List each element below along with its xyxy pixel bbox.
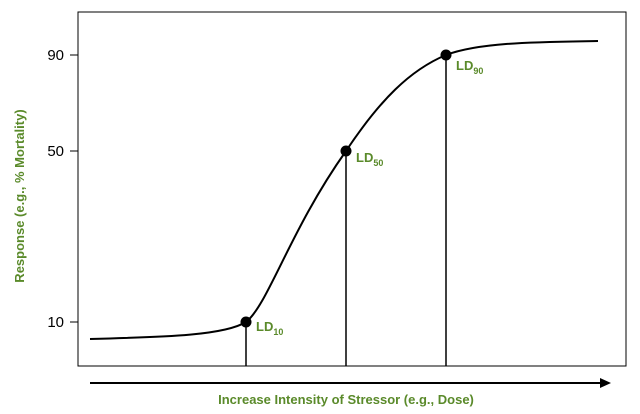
ld50-label-prefix: LD (356, 150, 373, 165)
ld50-label: LD50 (356, 150, 383, 168)
plot-frame (77, 11, 627, 367)
ld90-point (440, 49, 452, 61)
y-tick-label-50: 50 (47, 143, 64, 160)
y-axis-ticks: 90 50 10 (47, 47, 78, 331)
y-tick-label-90: 90 (47, 47, 64, 64)
ld10-label: LD10 (256, 319, 283, 337)
dose-response-curve (89, 40, 599, 340)
ld50-label-sub: 50 (373, 158, 383, 168)
ld10-label-prefix: LD (256, 319, 273, 334)
y-tick-label-10: 10 (47, 314, 64, 331)
ld10-label-sub: 10 (273, 327, 283, 337)
x-axis-title: Increase Intensity of Stressor (e.g., Do… (218, 392, 474, 407)
y-axis-title: Response (e.g., % Mortality) (12, 109, 27, 282)
ld10-point (240, 316, 252, 328)
x-axis-arrow-head (600, 378, 611, 388)
ld50-point (340, 145, 352, 157)
ld90-label-sub: 90 (473, 66, 483, 76)
ld90-label-prefix: LD (456, 58, 473, 73)
ld90-label: LD90 (456, 58, 483, 76)
